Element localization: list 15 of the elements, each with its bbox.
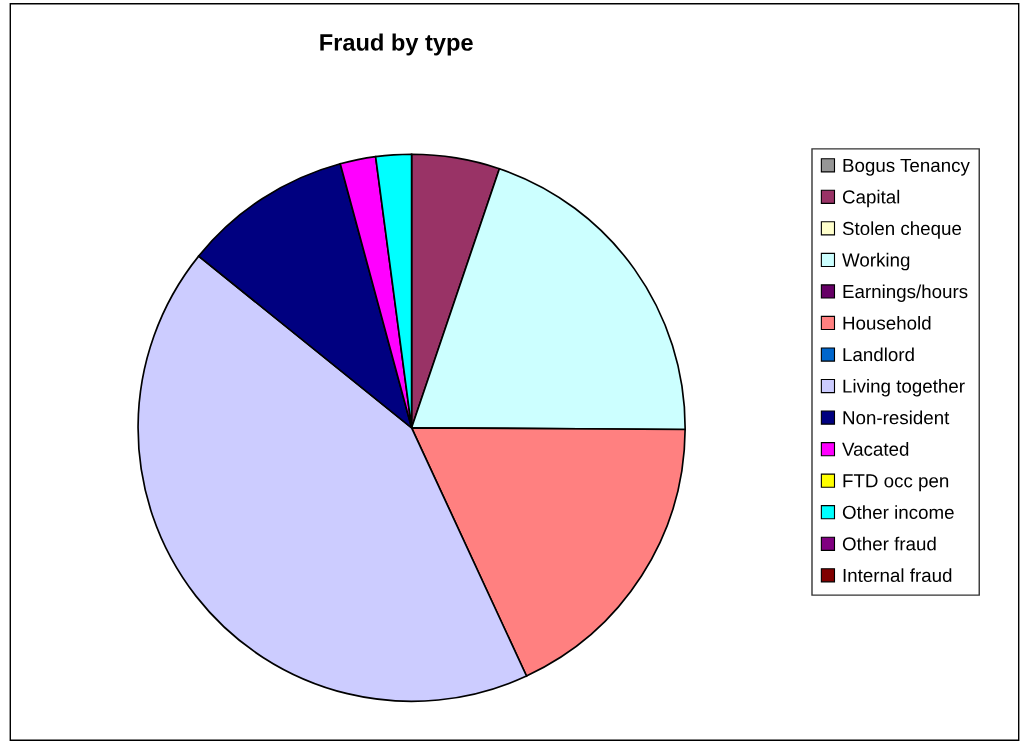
legend-label: Other fraud [842,536,936,551]
legend-label: Vacated [842,442,909,456]
chart-title: Fraud by type [320,33,473,56]
legend-label: Earnings/hours [843,284,968,302]
legend-label: Non-resident [843,410,950,425]
legend-label: Other income [842,505,954,519]
legend-label: Household [843,315,931,330]
legend-label: Working [842,252,910,271]
legend-label: Living together [843,379,965,397]
legend-label: Capital [842,189,900,208]
legend-label: Stolen cheque [842,221,962,239]
legend-label: FTD occ pen [843,474,949,492]
legend-label: Landlord [843,347,914,362]
legend-label: Bogus Tenancy [843,158,970,176]
legend-label: Internal fraud [843,568,952,583]
